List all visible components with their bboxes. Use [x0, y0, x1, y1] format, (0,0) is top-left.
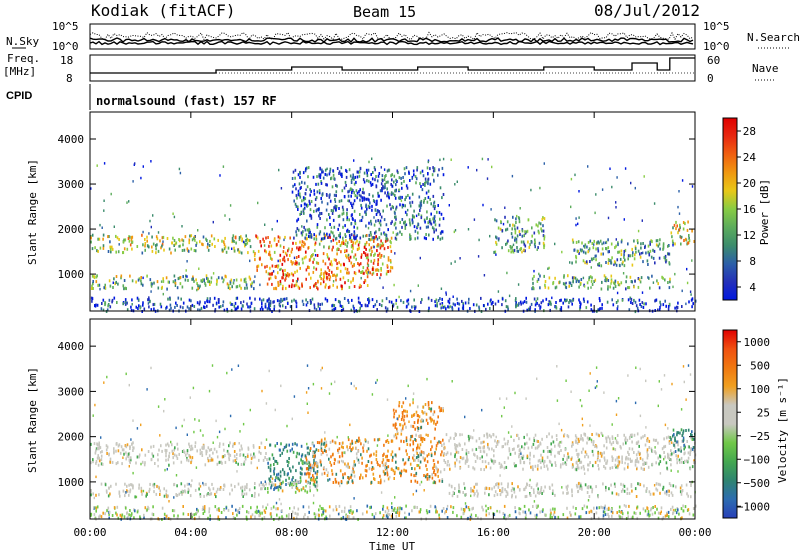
freq-label-line2: [MHz]: [3, 65, 36, 78]
colorbar-scale: [722, 329, 738, 519]
freq-left-tick-low: 8: [66, 72, 73, 85]
colorbar-tick-label: 500: [750, 359, 770, 372]
velocity-y-label: Slant Range [km]: [26, 367, 39, 473]
y-tick-label: 2000: [58, 223, 85, 236]
x-tick-label: 20:00: [578, 526, 611, 539]
velocity-colorbar: 1000 500 100 25 −25 −100 −500 −1000: [722, 329, 771, 519]
noise-left-label: N.Sky: [6, 35, 39, 48]
x-axis-label: Time UT: [369, 540, 416, 553]
power-y-label: Slant Range [km]: [26, 159, 39, 265]
y-tick-label: 4000: [58, 133, 85, 146]
noise-right-tick-low: 10^0: [703, 40, 730, 53]
station-title: Kodiak (fitACF): [91, 1, 236, 20]
y-tick-label: 2000: [58, 431, 85, 444]
frequency-panel: Freq. [MHz] 18 8 60 0 Nave: [3, 52, 779, 85]
colorbar-tick-label: 4: [749, 281, 756, 294]
noise-traces: [89, 31, 694, 46]
colorbar-tick-label: −500: [744, 477, 771, 490]
x-tick-label: 12:00: [376, 526, 409, 539]
velocity-panel: 4000 3000 2000 1000 Slant Range [km] 1000 50…: [26, 318, 789, 521]
beam-title: Beam 15: [353, 3, 416, 21]
freq-right-tick-low: 0: [707, 72, 714, 85]
noise-left-tick-low: 10^0: [52, 40, 79, 53]
colorbar-tick-label: 28: [743, 125, 756, 138]
colorbar-tick-label: 25: [757, 406, 770, 419]
power-panel: 4000 3000 2000 1000 Slant Range [km] 28 24 20…: [26, 111, 771, 314]
y-tick-label: 3000: [58, 385, 85, 398]
power-colorbar-label: Power [dB]: [758, 179, 771, 245]
freq-left-tick-high: 18: [60, 54, 73, 67]
date-title: 08/Jul/2012: [594, 1, 700, 20]
velocity-heatmap: [90, 364, 697, 521]
colorbar-tick-label: 12: [743, 229, 756, 242]
colorbar-tick-label: 20: [743, 177, 756, 190]
nave-label: Nave: [752, 62, 779, 75]
power-heatmap: [90, 157, 697, 314]
colorbar-tick-label: −100: [744, 453, 771, 466]
colorbar-scale: [722, 117, 738, 301]
noise-right-tick-high: 10^5: [703, 20, 730, 33]
x-tick-label: 08:00: [275, 526, 308, 539]
power-colorbar: 28 24 20 16 12 8 4: [722, 117, 757, 301]
velocity-colorbar-label: Velocity [m s⁻¹]: [776, 377, 789, 483]
x-tick-label: 16:00: [477, 526, 510, 539]
freq-label-line1: Freq.: [7, 52, 40, 65]
time-axis: 00:00 04:00 08:00 12:00 16:00 20:00 00:00: [73, 112, 712, 539]
cpid-label: CPID: [6, 90, 32, 102]
cpid-program: normalsound (fast) 157 RF: [96, 94, 277, 108]
colorbar-tick-label: 1000: [744, 336, 771, 349]
colorbar-tick-label: 8: [749, 255, 756, 268]
x-tick-label: 00:00: [678, 526, 711, 539]
x-tick-label: 04:00: [174, 526, 207, 539]
y-tick-label: 4000: [58, 340, 85, 353]
colorbar-tick-label: −1000: [737, 500, 770, 513]
velocity-y-ticks: 4000 3000 2000 1000: [58, 340, 695, 489]
y-tick-label: 1000: [58, 476, 85, 489]
cpid-row: CPID normalsound (fast) 157 RF: [6, 84, 277, 110]
colorbar-tick-label: 16: [743, 203, 756, 216]
noise-panel: N.Sky 10^5 10^0 10^5 10^0 N.Search: [6, 20, 800, 53]
colorbar-tick-label: 100: [750, 383, 770, 396]
colorbar-tick-label: −25: [750, 430, 770, 443]
y-tick-label: 1000: [58, 268, 85, 281]
freq-right-tick-high: 60: [707, 54, 720, 67]
noise-right-label: N.Search: [747, 31, 800, 44]
noise-left-tick-high: 10^5: [52, 20, 79, 33]
colorbar-tick-label: 24: [743, 151, 757, 164]
y-tick-label: 3000: [58, 178, 85, 191]
x-tick-label: 00:00: [73, 526, 106, 539]
power-y-ticks: 4000 3000 2000 1000: [58, 133, 695, 281]
frequency-trace: [90, 57, 695, 74]
